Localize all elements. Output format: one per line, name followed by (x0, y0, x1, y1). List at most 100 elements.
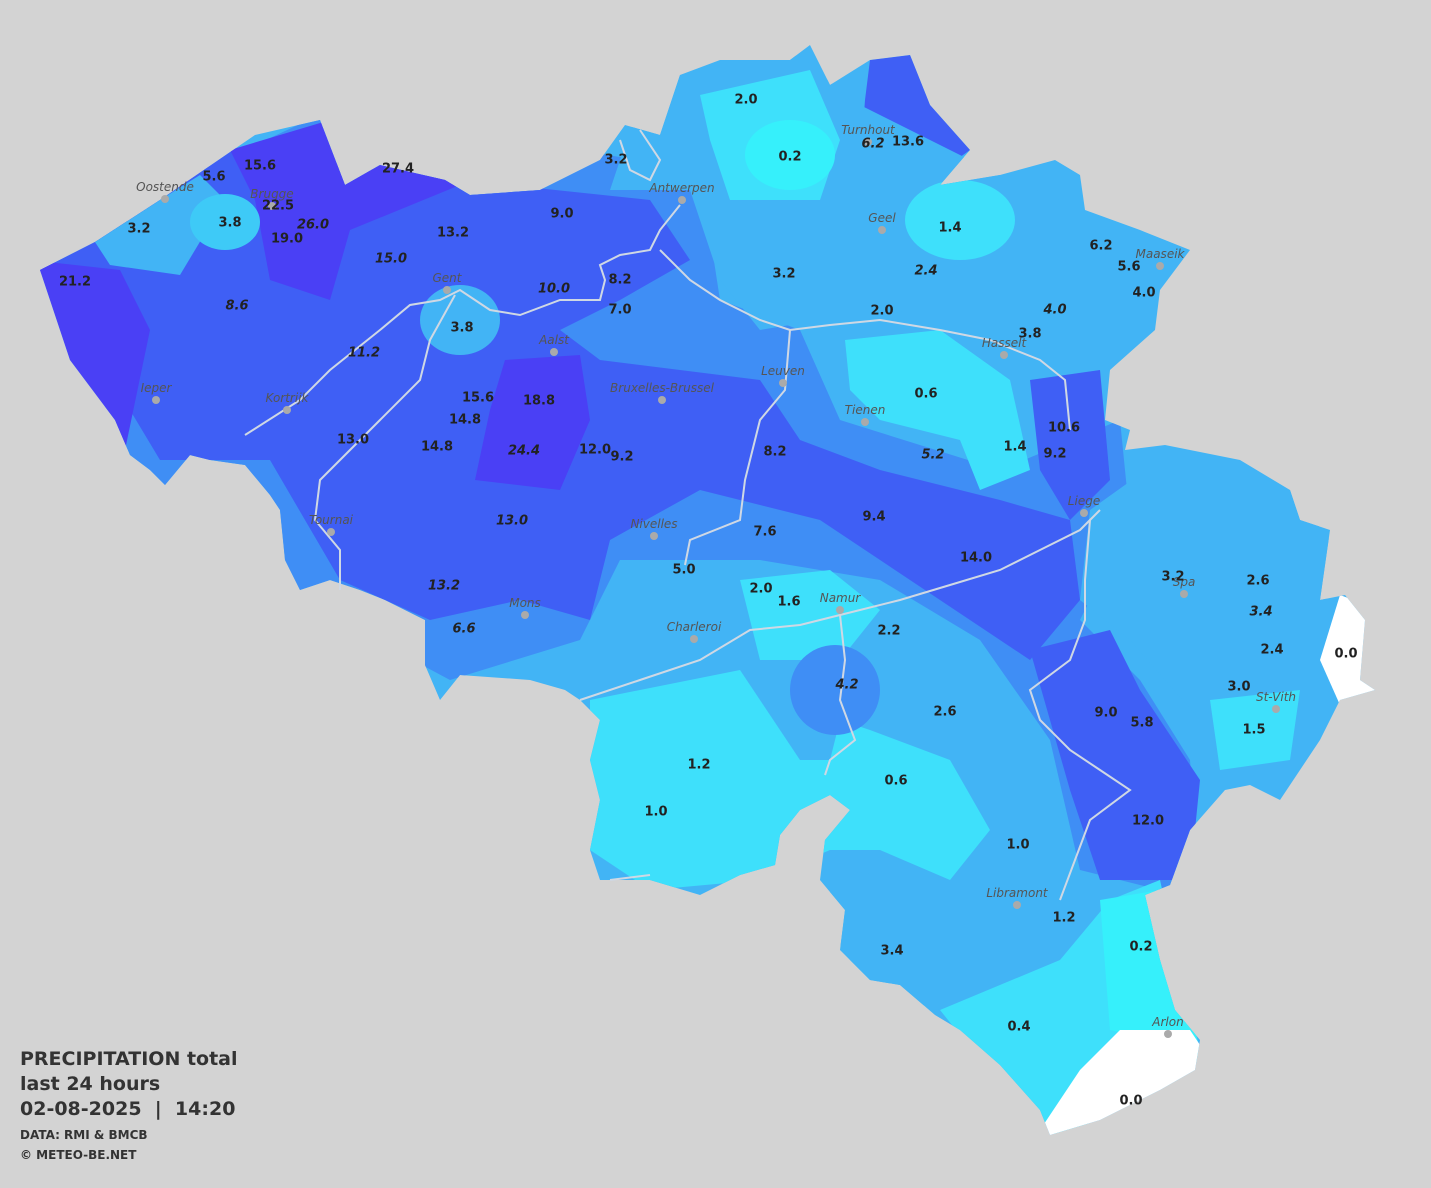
rivers-and-borders (244, 129, 1132, 901)
station-value: 12.0 (579, 443, 611, 458)
city-dot (1164, 1030, 1172, 1038)
city-dot (283, 406, 291, 414)
city-name: Namur (820, 591, 862, 605)
station-value: 0.6 (884, 774, 907, 789)
city-name: Mons (509, 596, 541, 610)
station-value: 14.0 (960, 551, 992, 566)
city-name: Liege (1068, 494, 1100, 508)
station-value: 15.6 (462, 391, 494, 406)
station-value: 0.6 (914, 387, 937, 402)
station-value: 15.0 (375, 252, 407, 267)
river (824, 614, 857, 776)
city-dot (864, 138, 872, 146)
legend-period: last 24 hours (20, 1073, 160, 1095)
station-value: 3.8 (450, 321, 473, 336)
zone-very-high-aalst (475, 355, 590, 490)
legend-datetime: 02-08-2025 | 14:20 (20, 1098, 235, 1120)
zone-cyan-tienen (845, 330, 1030, 490)
station-value: 5.6 (202, 170, 225, 185)
station-value: 13.0 (337, 433, 369, 448)
city-name: Aalst (538, 333, 570, 347)
station-value: 1.5 (1242, 723, 1265, 738)
legend-copyright: © METEO-BE.NET (20, 1148, 137, 1162)
river (659, 249, 1071, 431)
city-dot (836, 606, 844, 614)
station-value: 13.2 (437, 226, 469, 241)
station-value: 8.2 (608, 273, 631, 288)
station-value: 4.2 (834, 678, 858, 693)
city-name: Antwerpen (648, 181, 714, 195)
zone-mid-namur (790, 645, 880, 735)
station-value: 8.2 (763, 445, 786, 460)
station-value: 2.0 (749, 582, 772, 597)
city-dot (1000, 351, 1008, 359)
station-value: 2.2 (877, 624, 900, 639)
city-name: Leuven (761, 364, 805, 378)
station-value: 0.0 (1334, 647, 1357, 662)
station-value: 3.8 (218, 216, 241, 231)
city-dot (1156, 262, 1164, 270)
station-value: 0.2 (1129, 940, 1152, 955)
city-dot (443, 286, 451, 294)
station-value: 5.2 (921, 448, 944, 463)
station-value: 1.0 (1006, 838, 1029, 853)
station-value: 8.6 (225, 299, 248, 314)
city-dot (268, 202, 276, 210)
zone-very-high-west (40, 260, 150, 450)
station-value: 18.8 (523, 394, 555, 409)
station-value: 3.2 (772, 267, 795, 282)
station-value: 9.4 (862, 510, 885, 525)
legend-source: DATA: RMI & BMCB (20, 1128, 148, 1142)
legend-title: PRECIPITATION total (20, 1048, 238, 1070)
city-name: Tienen (845, 403, 886, 417)
city-dot (779, 379, 787, 387)
city-name: Charleroi (667, 620, 722, 634)
city-name: Oostende (136, 180, 194, 194)
city-name: Hasselt (982, 336, 1028, 350)
city-name: Spa (1173, 575, 1196, 589)
zone-cyan-bright-arlon (1100, 890, 1200, 1050)
station-value: 3.2 (127, 222, 150, 237)
station-value: 5.8 (1130, 716, 1153, 731)
station-value: 12.0 (1132, 814, 1164, 829)
station-value: 2.0 (734, 93, 757, 108)
station-value: 14.8 (421, 440, 453, 455)
city-dot (550, 348, 558, 356)
station-value: 5.6 (1117, 260, 1140, 275)
station-value: 10.0 (538, 282, 570, 297)
zone-cyan-bright-north (745, 120, 835, 190)
river (244, 204, 681, 436)
zone-light-coast (95, 175, 225, 275)
river (609, 874, 651, 881)
station-value: 21.2 (59, 275, 91, 290)
station-value: 2.0 (870, 304, 893, 319)
station-value: 2.4 (1260, 643, 1283, 658)
station-value: 3.4 (1249, 605, 1272, 620)
labels: Oostende Brugge Gent Antwerpen Turnhout Geel M… (59, 93, 1358, 1109)
zone-high-hasselt (1030, 370, 1110, 520)
station-value: 3.0 (1227, 680, 1250, 695)
station-value: 1.2 (687, 758, 710, 773)
river (684, 329, 791, 566)
station-value: 14.8 (449, 413, 481, 428)
station-value: 11.2 (348, 346, 380, 361)
city-dot (161, 195, 169, 203)
station-value: 7.0 (608, 303, 631, 318)
river (579, 509, 1101, 701)
city-name: Libramont (986, 886, 1049, 900)
city-name: Brugge (250, 187, 293, 201)
city-name: Gent (433, 271, 463, 285)
zone-zero-arlon (1040, 1030, 1210, 1135)
city-dot (152, 396, 160, 404)
station-value: 3.4 (880, 944, 903, 959)
station-value: 9.0 (1094, 706, 1117, 721)
city-dot (878, 226, 886, 234)
station-value: 0.2 (778, 150, 801, 165)
city-dot (1272, 705, 1280, 713)
city-dot (690, 635, 698, 643)
city-dot (1180, 590, 1188, 598)
station-value: 3.2 (604, 153, 627, 168)
zone-light-south (830, 870, 980, 1010)
station-value: 6.6 (452, 622, 475, 637)
